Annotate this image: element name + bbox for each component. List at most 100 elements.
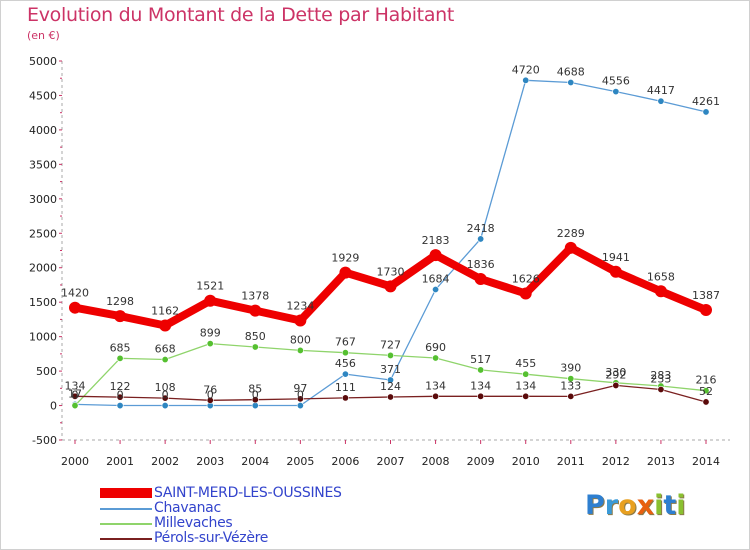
logo-letter: x xyxy=(636,490,655,521)
x-tick-label: 2011 xyxy=(557,455,585,468)
data-label: 690 xyxy=(425,341,446,354)
y-tick-label: 3500 xyxy=(29,158,57,171)
data-point xyxy=(159,319,172,332)
data-label: 292 xyxy=(605,368,626,381)
data-point xyxy=(204,294,217,307)
x-tick-label: 2008 xyxy=(422,455,450,468)
legend-label: Chavanac xyxy=(154,500,221,516)
data-label: 4720 xyxy=(512,63,540,76)
data-point xyxy=(71,392,79,400)
data-label: 1684 xyxy=(422,273,450,286)
data-label: 97 xyxy=(293,382,307,395)
logo-letter: i xyxy=(654,490,664,521)
logo-letter: t xyxy=(663,490,677,521)
data-label: 850 xyxy=(245,330,266,343)
data-label: 233 xyxy=(650,372,671,385)
data-point xyxy=(429,249,442,262)
y-tick-label: 4500 xyxy=(29,89,57,102)
data-label: 1387 xyxy=(692,289,720,302)
legend-swatch xyxy=(100,488,152,498)
data-label: 1378 xyxy=(241,290,269,303)
x-tick-label: 2003 xyxy=(196,455,224,468)
data-point xyxy=(206,340,214,348)
logo-letter: r xyxy=(604,490,619,521)
data-label: 517 xyxy=(470,353,491,366)
data-point xyxy=(71,402,79,410)
data-label: 2418 xyxy=(467,222,495,235)
data-label: 122 xyxy=(110,380,131,393)
data-label: 1420 xyxy=(61,287,89,300)
data-point xyxy=(386,393,394,401)
data-label: 1730 xyxy=(377,265,405,278)
y-tick-label: 4000 xyxy=(29,124,57,137)
legend-label: SAINT-MERD-LES-OUSSINES xyxy=(154,485,342,501)
data-point xyxy=(657,97,665,105)
data-label: 2183 xyxy=(422,234,450,247)
data-label: 685 xyxy=(110,341,131,354)
data-point xyxy=(206,396,214,404)
data-point xyxy=(567,375,575,383)
data-point xyxy=(296,395,304,403)
data-label: 727 xyxy=(380,338,401,351)
data-point xyxy=(161,402,169,410)
data-point xyxy=(477,366,485,374)
data-point xyxy=(564,241,577,254)
legend-swatch xyxy=(100,538,152,540)
data-point xyxy=(114,310,127,323)
logo-letter: P xyxy=(585,490,605,521)
data-label: 4688 xyxy=(557,65,585,78)
data-point xyxy=(657,385,665,393)
data-point xyxy=(612,381,620,389)
data-label: 76 xyxy=(203,383,217,396)
y-tick-label: 1500 xyxy=(29,296,57,309)
data-point xyxy=(702,398,710,406)
data-point xyxy=(567,78,575,86)
data-label: 899 xyxy=(200,327,221,340)
data-point xyxy=(116,354,124,362)
data-point xyxy=(609,265,622,278)
data-label: 0 xyxy=(117,389,124,402)
series-lines xyxy=(69,76,712,410)
data-label: 0 xyxy=(297,389,304,402)
data-label: 0 xyxy=(72,389,79,402)
data-point xyxy=(341,349,349,357)
x-tick-label: 2012 xyxy=(602,455,630,468)
data-point xyxy=(386,376,394,384)
data-point xyxy=(296,346,304,354)
x-tick-label: 2004 xyxy=(241,455,269,468)
data-label: 111 xyxy=(335,381,356,394)
legend-swatch xyxy=(100,523,152,525)
data-label: 1626 xyxy=(512,272,540,285)
data-label: 0 xyxy=(207,389,214,402)
data-point xyxy=(702,108,710,116)
data-point xyxy=(432,286,440,294)
data-point xyxy=(432,392,440,400)
data-label: 134 xyxy=(65,379,86,392)
data-point xyxy=(654,285,667,298)
data-point xyxy=(522,76,530,84)
data-label: 1298 xyxy=(106,295,134,308)
x-tick-label: 2005 xyxy=(286,455,314,468)
data-point xyxy=(341,394,349,402)
logo-letter: i xyxy=(676,490,686,521)
data-label: 85 xyxy=(248,383,262,396)
x-tick-label: 2014 xyxy=(692,455,720,468)
x-tick-label: 2013 xyxy=(647,455,675,468)
data-point xyxy=(474,273,487,286)
data-label: 668 xyxy=(155,343,176,356)
data-point xyxy=(341,370,349,378)
legend-swatch xyxy=(100,508,152,510)
y-tick-label: 0 xyxy=(50,400,57,413)
data-point xyxy=(251,396,259,404)
data-point xyxy=(384,280,397,293)
data-point xyxy=(519,287,532,300)
y-tick-label: 3000 xyxy=(29,193,57,206)
data-label: 1521 xyxy=(196,280,224,293)
data-point xyxy=(161,394,169,402)
x-tick-label: 2002 xyxy=(151,455,179,468)
axes: -500 0 500 1000 1500 2000 2500 3000 3500 4000 4500… xyxy=(29,55,730,468)
data-point xyxy=(116,402,124,410)
x-tick-label: 2009 xyxy=(467,455,495,468)
data-point xyxy=(251,402,259,410)
